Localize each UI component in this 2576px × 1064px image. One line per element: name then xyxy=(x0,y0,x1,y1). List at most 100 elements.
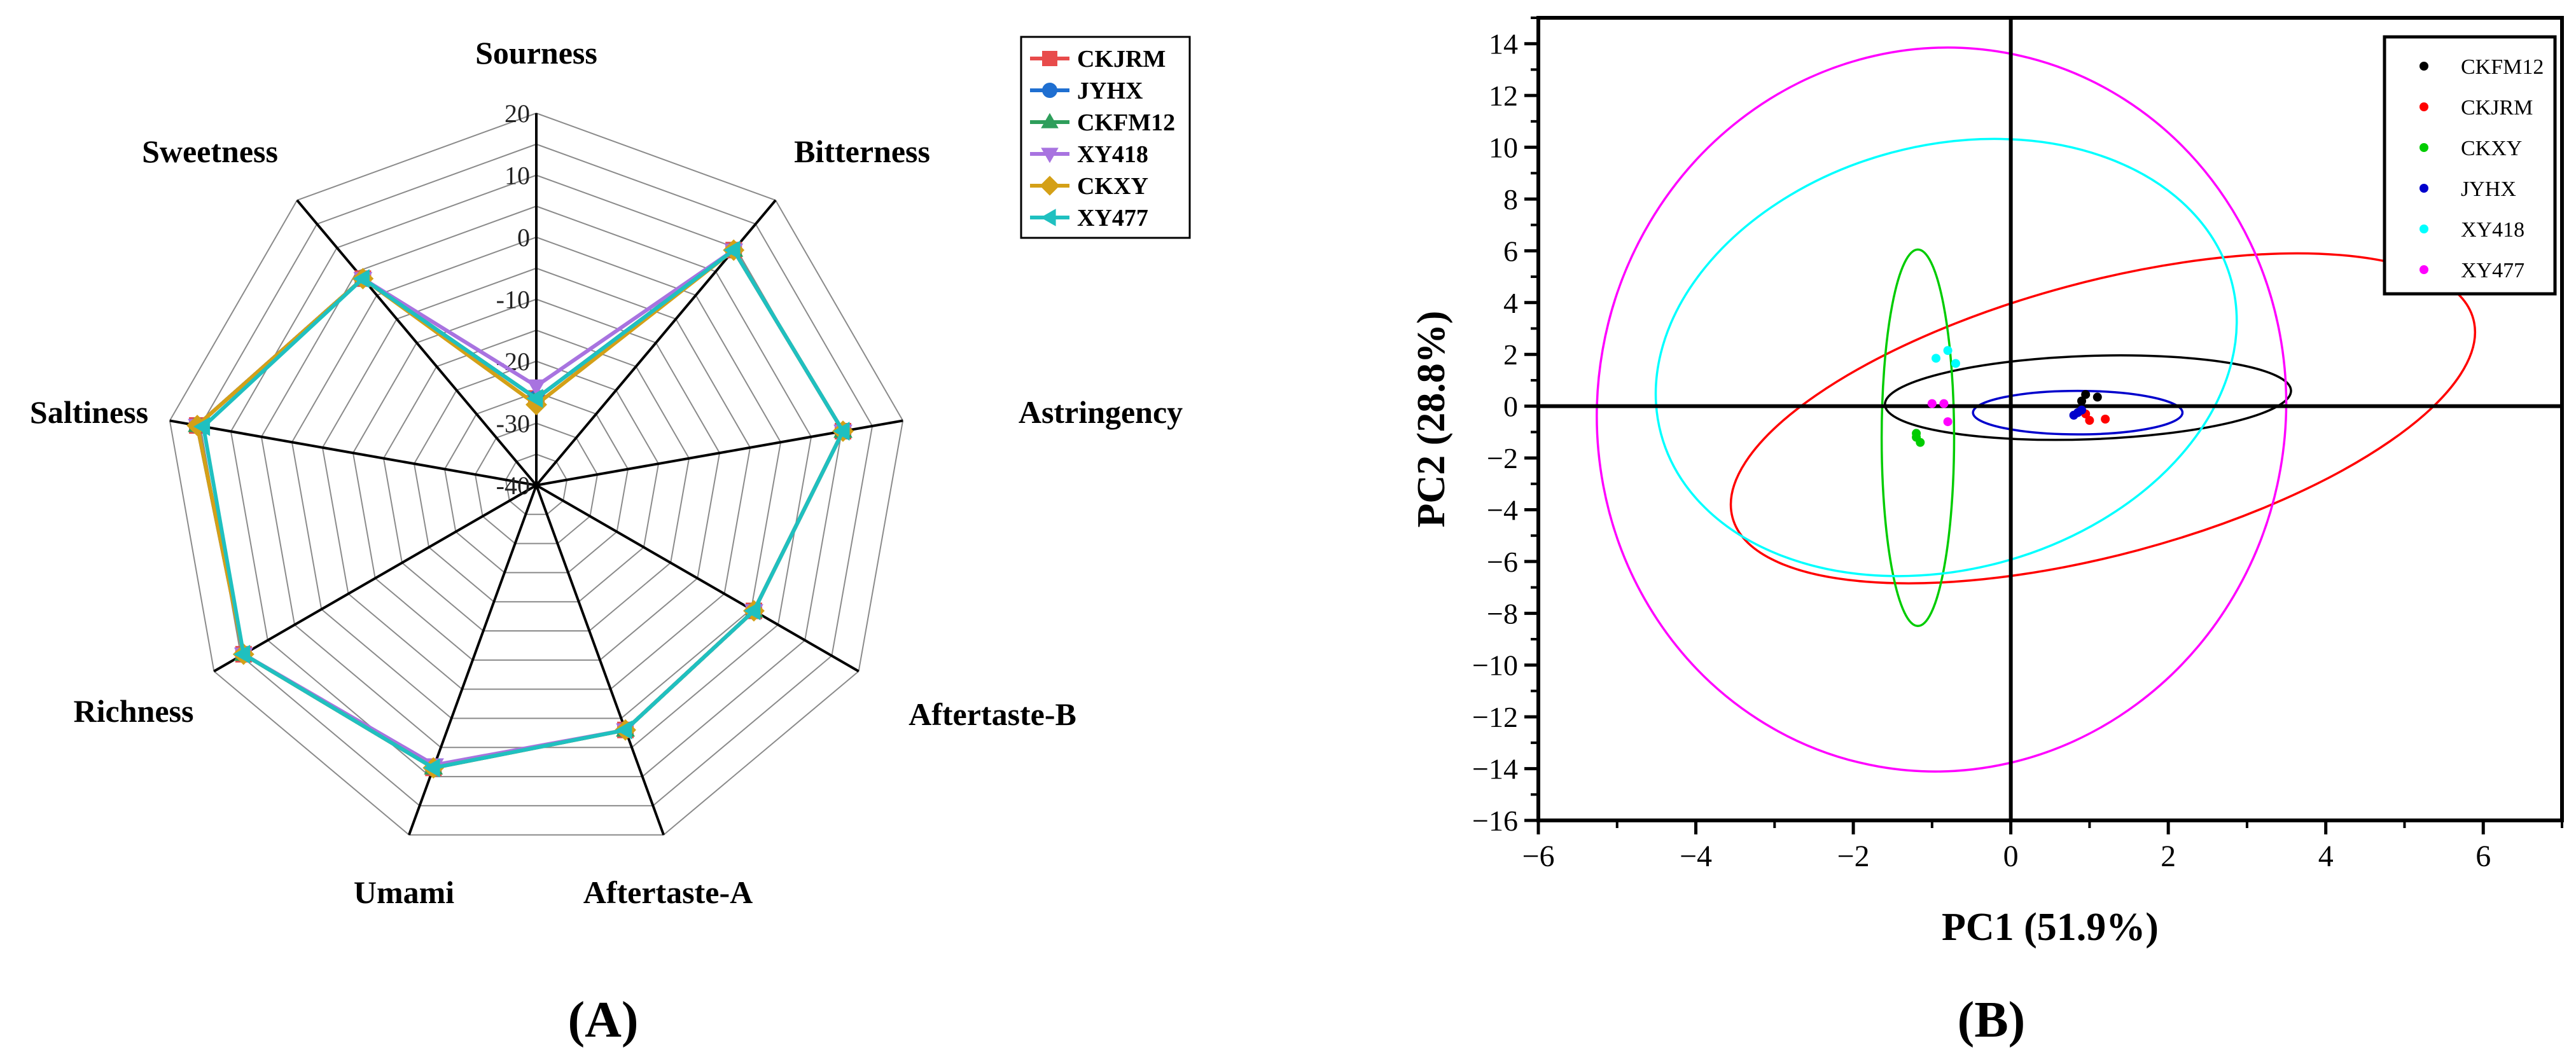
radar-series-marker xyxy=(193,417,211,436)
pca-y-tick-label: −14 xyxy=(1472,753,1518,785)
radar-legend-label: CKJRM xyxy=(1077,46,1166,73)
radar-legend-label: XY418 xyxy=(1077,141,1148,168)
pca-y-tick-label: −2 xyxy=(1487,442,1518,474)
radar-axis-label: Richness xyxy=(74,693,194,729)
pca-legend-marker xyxy=(2419,143,2428,152)
radar-tick-label: -40 xyxy=(496,471,530,500)
pca-legend-label: JYHX xyxy=(2461,177,2516,201)
pca-y-tick-label: −4 xyxy=(1487,494,1518,526)
radar-axis-label: Umami xyxy=(354,874,454,910)
pca-x-axis-label: PC1 (51.9%) xyxy=(1942,906,2159,949)
pca-data-point xyxy=(2077,405,2087,415)
pca-legend-marker xyxy=(2419,102,2428,111)
pca-x-tick-label: 0 xyxy=(2003,839,2019,873)
pca-legend-marker xyxy=(2419,184,2428,193)
pca-data-point xyxy=(2081,390,2091,399)
radar-legend-box xyxy=(1020,36,1191,239)
pca-legend-marker xyxy=(2419,265,2428,274)
radar-axis-label: Astringency xyxy=(1019,394,1183,430)
pca-y-tick-label: 4 xyxy=(1503,287,1518,319)
radar-axis-spoke xyxy=(536,484,860,673)
radar-tick-label: 20 xyxy=(505,99,530,128)
radar-grid-ring xyxy=(169,112,904,836)
radar-axis-spoke xyxy=(169,419,537,487)
radar-axis-spoke xyxy=(408,485,538,836)
pca-y-tick-label: −8 xyxy=(1487,597,1518,630)
pca-data-point xyxy=(2092,392,2102,402)
pca-legend-marker xyxy=(2419,62,2428,71)
radar-grid-ring xyxy=(199,143,874,806)
pca-plot-frame xyxy=(1536,16,2564,822)
radar-legend-marker xyxy=(1040,209,1056,226)
radar-grid-ring xyxy=(505,453,568,515)
pca-y-tick-label: 12 xyxy=(1489,79,1518,112)
radar-grid-ring xyxy=(321,267,751,690)
radar-legend-label: CKXY xyxy=(1077,173,1148,200)
radar-series-marker xyxy=(233,644,251,664)
radar-legend-marker xyxy=(1040,176,1060,196)
radar-grid-ring xyxy=(413,360,660,603)
pca-scatter-chart: −6 −4 −2 0 2 4 6 −16 −14 −12 −10 −8 −6 −4 −2 0 2 4 6 8 10 12 1… xyxy=(1410,16,2564,1048)
pca-data-point xyxy=(1939,399,1949,408)
pca-confidence-ellipse xyxy=(1596,46,2288,773)
pca-legend-label: CKJRM xyxy=(2461,96,2533,120)
pca-y-tick-label: 6 xyxy=(1503,235,1518,267)
pca-y-axis-label: PC2 (28.8%) xyxy=(1410,311,1453,528)
pca-x-tick-label: 2 xyxy=(2161,839,2176,873)
radar-grid-ring xyxy=(291,236,782,719)
pca-y-tick-label: 10 xyxy=(1489,132,1518,164)
radar-axis-spoke xyxy=(296,199,538,487)
pca-confidence-ellipse xyxy=(1729,252,2477,584)
radar-tick-label: -10 xyxy=(496,286,530,314)
pca-y-tick-label: −10 xyxy=(1472,649,1518,682)
pca-legend-label: XY418 xyxy=(2461,218,2524,242)
pca-data-point xyxy=(2101,415,2110,424)
pca-data-point xyxy=(2077,396,2087,406)
radar-legend-marker xyxy=(1041,148,1059,163)
pca-data-point xyxy=(1951,359,1960,368)
radar-axis-label: Sweetness xyxy=(142,134,278,169)
pca-data-point xyxy=(1932,354,1941,363)
pca-confidence-ellipse xyxy=(1880,248,1956,628)
radar-series-marker xyxy=(527,379,546,396)
radar-legend-marker xyxy=(1042,51,1057,66)
radar-axis-label: Aftertaste-A xyxy=(583,874,753,910)
radar-axis-label: Bitterness xyxy=(794,134,930,169)
pca-x-tick-label: 4 xyxy=(2318,839,2334,873)
pca-x-tick-label: −6 xyxy=(1522,839,1554,873)
pca-legend-label: XY477 xyxy=(2461,259,2524,282)
pca-legend-label: CKFM12 xyxy=(2461,55,2544,79)
radar-series-marker xyxy=(423,758,440,778)
pca-x-tick-label: 6 xyxy=(2475,839,2491,873)
radar-legend-label: XY477 xyxy=(1077,205,1148,231)
radar-series-line xyxy=(201,248,846,770)
radar-series-marker xyxy=(744,601,761,621)
radar-series-marker xyxy=(352,269,370,289)
pca-y-tick-label: −16 xyxy=(1472,805,1518,837)
radar-legend-label: JYHX xyxy=(1077,78,1143,104)
radar-axis-label: Saltiness xyxy=(30,394,148,430)
radar-chart: 20100-10-20-30-40SournessBitternessAstri… xyxy=(30,35,1191,1048)
pca-y-tick-label: 8 xyxy=(1503,183,1518,216)
pca-legend-marker xyxy=(2419,225,2428,233)
pca-confidence-ellipse xyxy=(1972,389,2184,436)
radar-grid-ring xyxy=(352,298,721,661)
radar-axis-label: Aftertaste-B xyxy=(909,696,1076,732)
pca-data-point xyxy=(1943,417,1953,427)
pca-y-tick-label: 0 xyxy=(1503,390,1518,423)
radar-tick-label: 0 xyxy=(517,223,530,252)
radar-series-marker xyxy=(615,720,632,740)
pca-x-tick-label: −2 xyxy=(1837,839,1870,873)
radar-legend-label: CKFM12 xyxy=(1077,109,1175,136)
pca-y-tick-label: 2 xyxy=(1503,338,1518,371)
radar-panel-label: (A) xyxy=(567,992,638,1048)
pca-legend-label: CKXY xyxy=(2461,137,2522,160)
radar-series-marker xyxy=(833,422,850,441)
radar-series-marker xyxy=(526,389,543,408)
pca-y-tick-label: −6 xyxy=(1487,546,1518,578)
radar-axis-label: Sourness xyxy=(475,35,597,71)
pca-confidence-ellipse xyxy=(1654,137,2238,577)
radar-grid-ring xyxy=(474,422,599,544)
radar-series-marker xyxy=(723,240,741,260)
